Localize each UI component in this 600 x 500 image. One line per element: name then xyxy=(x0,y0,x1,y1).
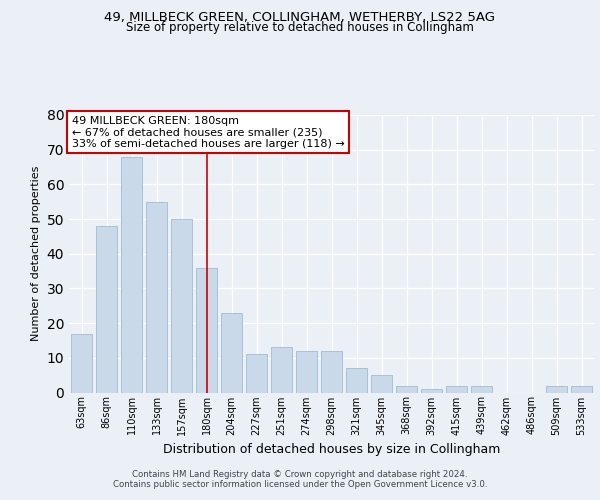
Bar xyxy=(571,386,592,392)
Text: 49, MILLBECK GREEN, COLLINGHAM, WETHERBY, LS22 5AG: 49, MILLBECK GREEN, COLLINGHAM, WETHERBY… xyxy=(104,11,496,24)
Bar xyxy=(546,386,567,392)
Bar xyxy=(71,334,92,392)
Text: Size of property relative to detached houses in Collingham: Size of property relative to detached ho… xyxy=(126,21,474,34)
Bar xyxy=(446,386,467,392)
Bar xyxy=(96,226,117,392)
Bar xyxy=(246,354,267,393)
Bar xyxy=(346,368,367,392)
Bar xyxy=(421,389,442,392)
Bar xyxy=(171,219,192,392)
Text: Contains public sector information licensed under the Open Government Licence v3: Contains public sector information licen… xyxy=(113,480,487,489)
Bar xyxy=(296,351,317,393)
Bar xyxy=(121,156,142,392)
Bar xyxy=(396,386,417,392)
Bar xyxy=(371,375,392,392)
Bar xyxy=(146,202,167,392)
Bar xyxy=(196,268,217,392)
Bar xyxy=(471,386,492,392)
Bar xyxy=(321,351,342,393)
Text: 49 MILLBECK GREEN: 180sqm
← 67% of detached houses are smaller (235)
33% of semi: 49 MILLBECK GREEN: 180sqm ← 67% of detac… xyxy=(71,116,344,149)
Bar xyxy=(221,312,242,392)
Text: Contains HM Land Registry data © Crown copyright and database right 2024.: Contains HM Land Registry data © Crown c… xyxy=(132,470,468,479)
Bar xyxy=(271,348,292,393)
X-axis label: Distribution of detached houses by size in Collingham: Distribution of detached houses by size … xyxy=(163,443,500,456)
Y-axis label: Number of detached properties: Number of detached properties xyxy=(31,166,41,342)
